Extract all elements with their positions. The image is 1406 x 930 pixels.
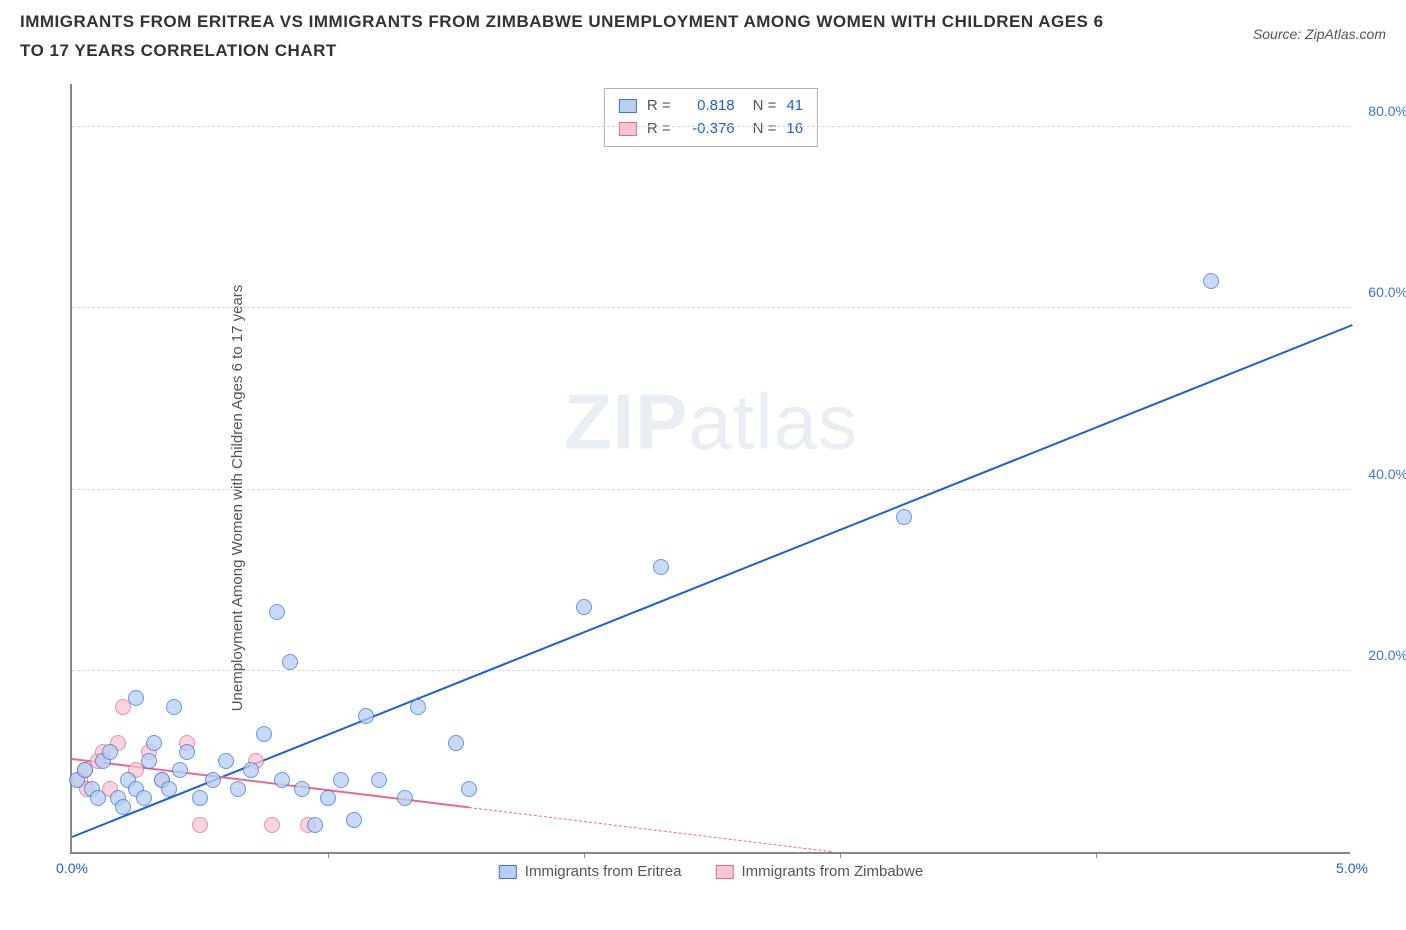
gridline bbox=[72, 489, 1350, 490]
data-point bbox=[1203, 273, 1219, 289]
data-point bbox=[358, 708, 374, 724]
data-point bbox=[896, 509, 912, 525]
data-point bbox=[243, 762, 259, 778]
trend-line bbox=[469, 807, 831, 852]
data-point bbox=[90, 790, 106, 806]
y-tick-label: 20.0% bbox=[1358, 647, 1406, 663]
watermark-light: atlas bbox=[688, 377, 858, 465]
x-tick-label: 5.0% bbox=[1336, 860, 1368, 876]
gridline bbox=[72, 126, 1350, 127]
data-point bbox=[136, 790, 152, 806]
stats-legend-box: R = 0.818 N = 41 R = -0.376 N = 16 bbox=[604, 88, 818, 147]
data-point bbox=[320, 790, 336, 806]
y-tick-label: 40.0% bbox=[1358, 466, 1406, 482]
data-point bbox=[192, 817, 208, 833]
x-tick-label: 0.0% bbox=[56, 860, 88, 876]
stats-row: R = 0.818 N = 41 bbox=[619, 95, 803, 118]
r-label: R = bbox=[647, 118, 671, 141]
chart-container: Unemployment Among Women with Children A… bbox=[20, 78, 1386, 918]
n-label: N = bbox=[753, 95, 777, 118]
watermark: ZIPatlas bbox=[564, 376, 858, 467]
data-point bbox=[256, 726, 272, 742]
x-tick-mark bbox=[840, 852, 841, 858]
data-point bbox=[115, 799, 131, 815]
data-point bbox=[77, 762, 93, 778]
r-label: R = bbox=[647, 95, 671, 118]
data-point bbox=[172, 762, 188, 778]
data-point bbox=[192, 790, 208, 806]
data-point bbox=[146, 735, 162, 751]
data-point bbox=[576, 599, 592, 615]
data-point bbox=[274, 772, 290, 788]
legend-swatch bbox=[715, 865, 733, 879]
gridline bbox=[72, 307, 1350, 308]
data-point bbox=[282, 654, 298, 670]
plot-area: ZIPatlas R =0.818N =41R =-0.376N =16 Imm… bbox=[70, 84, 1350, 854]
data-point bbox=[397, 790, 413, 806]
y-tick-label: 60.0% bbox=[1358, 284, 1406, 300]
data-point bbox=[166, 699, 182, 715]
x-tick-mark bbox=[584, 852, 585, 858]
data-point bbox=[205, 772, 221, 788]
data-point bbox=[128, 690, 144, 706]
data-point bbox=[218, 753, 234, 769]
data-point bbox=[410, 699, 426, 715]
x-tick-mark bbox=[328, 852, 329, 858]
legend-item: Immigrants from Zimbabwe bbox=[715, 863, 923, 880]
r-value: -0.376 bbox=[681, 118, 735, 141]
data-point bbox=[269, 604, 285, 620]
data-point bbox=[333, 772, 349, 788]
data-point bbox=[346, 812, 362, 828]
data-point bbox=[102, 744, 118, 760]
data-point bbox=[179, 744, 195, 760]
bottom-legend: Immigrants from Eritrea Immigrants from Z… bbox=[499, 863, 923, 880]
n-value: 16 bbox=[786, 118, 803, 141]
data-point bbox=[371, 772, 387, 788]
data-point bbox=[653, 559, 669, 575]
gridline bbox=[72, 670, 1350, 671]
legend-label: Immigrants from Zimbabwe bbox=[741, 863, 923, 880]
data-point bbox=[264, 817, 280, 833]
legend-swatch bbox=[619, 122, 637, 136]
legend-swatch bbox=[619, 99, 637, 113]
data-point bbox=[307, 817, 323, 833]
y-tick-label: 80.0% bbox=[1358, 103, 1406, 119]
legend-swatch bbox=[499, 865, 517, 879]
n-label: N = bbox=[753, 118, 777, 141]
data-point bbox=[141, 753, 157, 769]
data-point bbox=[294, 781, 310, 797]
data-point bbox=[448, 735, 464, 751]
chart-title: IMMIGRANTS FROM ERITREA VS IMMIGRANTS FR… bbox=[20, 8, 1120, 66]
data-point bbox=[230, 781, 246, 797]
data-point bbox=[161, 781, 177, 797]
stats-row: R = -0.376 N = 16 bbox=[619, 118, 803, 141]
x-tick-mark bbox=[1096, 852, 1097, 858]
r-value: 0.818 bbox=[681, 95, 735, 118]
legend-item: Immigrants from Eritrea bbox=[499, 863, 682, 880]
data-point bbox=[461, 781, 477, 797]
source-attribution: Source: ZipAtlas.com bbox=[1253, 26, 1386, 42]
n-value: 41 bbox=[786, 95, 803, 118]
legend-label: Immigrants from Eritrea bbox=[525, 863, 682, 880]
watermark-bold: ZIP bbox=[564, 377, 688, 465]
